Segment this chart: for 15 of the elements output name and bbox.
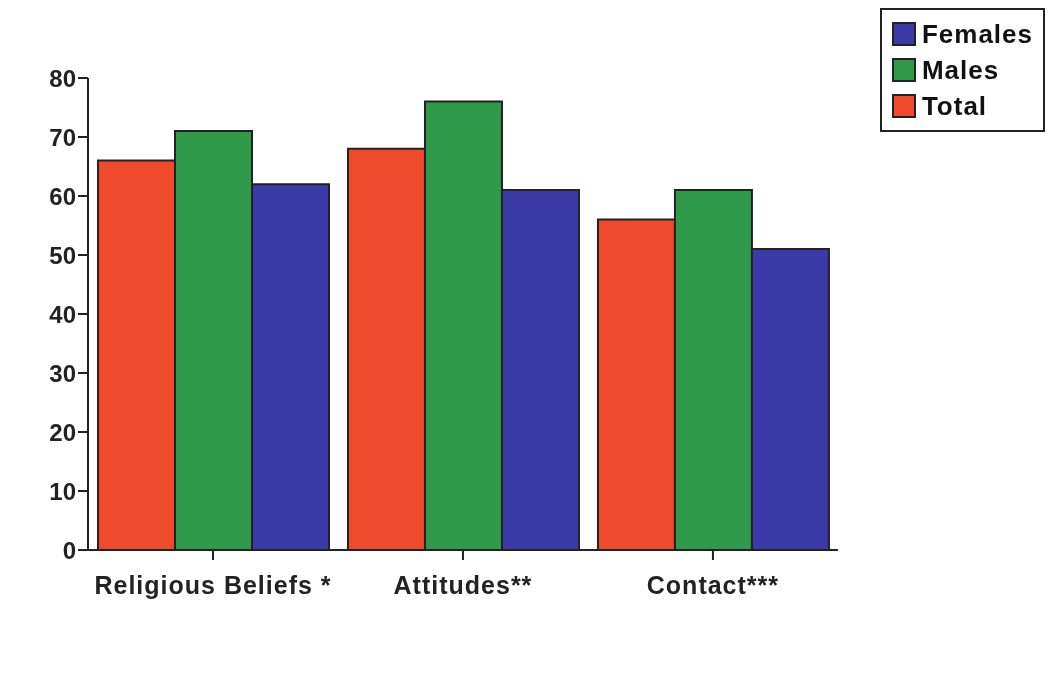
x-tick-label: Attitudes** (393, 570, 533, 599)
legend-label: Total (921, 90, 988, 122)
x-tick-label: Contact*** (646, 570, 780, 599)
y-tick-label: 60 (49, 182, 76, 210)
y-tick-label: 80 (49, 64, 76, 92)
y-tick-label: 40 (49, 300, 76, 328)
legend-label: Males (921, 54, 1000, 86)
x-tick-label: Religious Beliefs * (94, 570, 332, 599)
y-tick-label: 10 (49, 477, 76, 505)
y-tick-label: 70 (49, 123, 76, 151)
y-tick-label: 30 (49, 359, 76, 387)
legend-label: Females (921, 18, 1033, 50)
y-tick-label: 50 (49, 241, 76, 269)
y-tick-label: 0 (62, 536, 76, 564)
y-tick-label: 20 (49, 418, 76, 446)
